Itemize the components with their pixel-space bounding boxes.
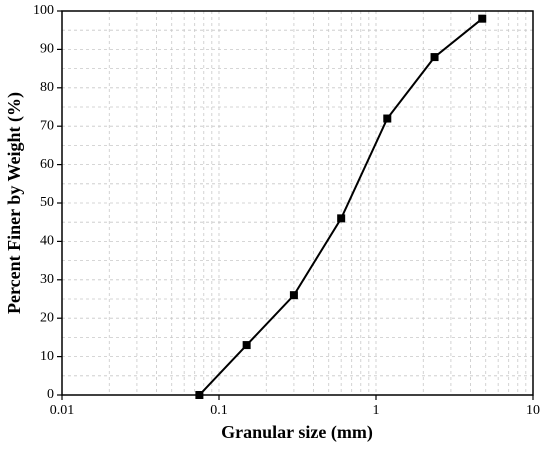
data-point — [195, 391, 204, 399]
data-point — [289, 291, 298, 300]
x-tick-label: 1 — [373, 403, 380, 418]
data-point — [242, 341, 251, 350]
y-axis-title: Percent Finer by Weight (%) — [4, 92, 25, 314]
data-line — [198, 17, 483, 396]
y-tick-label: 60 — [40, 157, 54, 172]
y-tick-label: 80 — [40, 80, 54, 95]
y-tick-label: 30 — [40, 272, 54, 287]
y-tick-label: 70 — [40, 118, 54, 133]
y-tick-label: 50 — [40, 195, 54, 210]
y-tick-label: 90 — [40, 42, 54, 57]
data-point — [337, 214, 346, 223]
data-point — [478, 14, 487, 23]
plot-frame — [61, 10, 534, 396]
y-tick-label: 0 — [47, 387, 54, 402]
data-point — [430, 53, 439, 62]
x-axis-title: Granular size (mm) — [221, 422, 373, 443]
x-tick-label: 0.1 — [210, 403, 228, 418]
x-tick-label: 0.01 — [50, 403, 75, 418]
y-tick-label: 40 — [40, 234, 54, 249]
y-tick-label: 10 — [40, 349, 54, 364]
x-tick-label: 10 — [526, 403, 540, 418]
y-tick-label: 20 — [40, 310, 54, 325]
y-tick-label: 100 — [33, 3, 54, 18]
data-point — [383, 114, 392, 123]
